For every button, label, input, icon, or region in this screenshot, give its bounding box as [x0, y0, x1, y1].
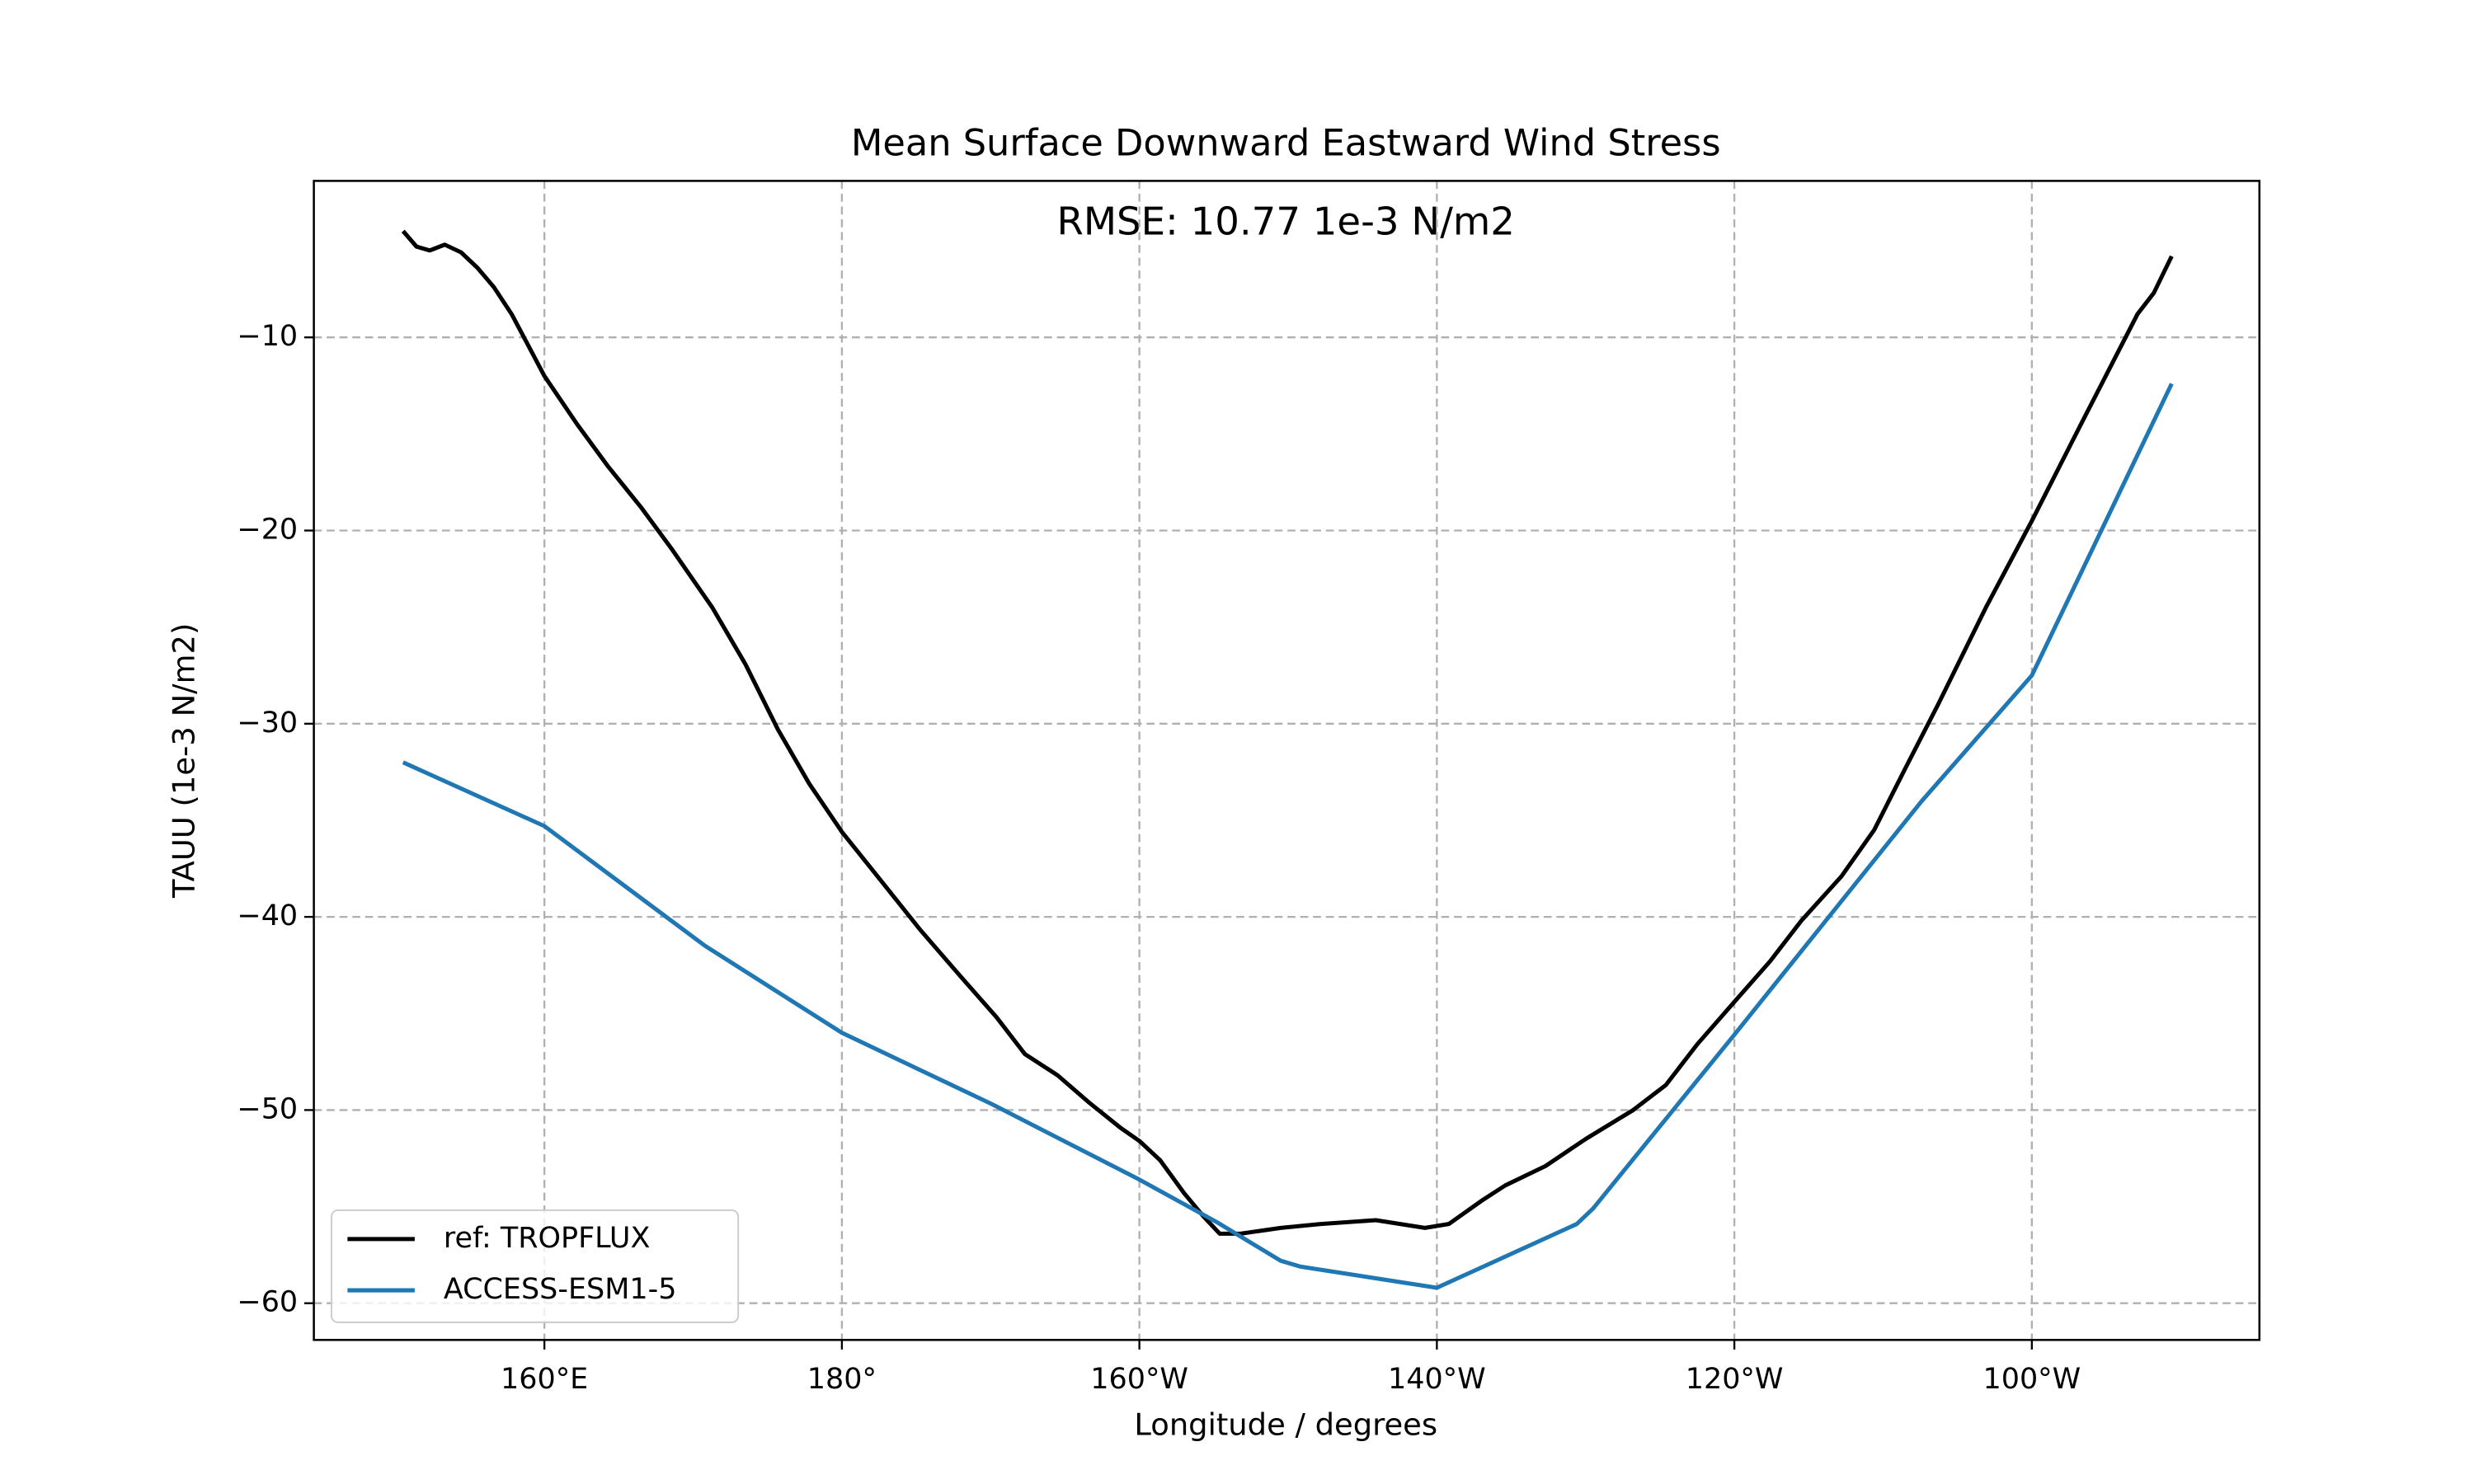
plot-frame	[313, 180, 2261, 1341]
legend-box	[330, 1209, 740, 1323]
legend-label: ACCESS-ESM1-5	[444, 1273, 677, 1306]
line-series	[401, 229, 2174, 1236]
y-axis-label: TAUU (1e-3 N/m2)	[167, 623, 202, 899]
legend: ref: TROPFLUX ACCESS-ESM1-5	[330, 1209, 740, 1323]
x-tick-label: 100°W	[1982, 1363, 2081, 1396]
y-tick-label: −60	[237, 1286, 298, 1319]
x-axis-label: Longitude / degrees	[1134, 1407, 1437, 1443]
y-tick-label: −30	[237, 707, 298, 740]
annotation: RMSE: 10.77 1e-3 N/m2	[1056, 199, 1514, 243]
x-tick-label: 140°W	[1388, 1363, 1486, 1396]
x-tick-label: 120°W	[1686, 1363, 1784, 1396]
y-tick-label: −10	[237, 320, 298, 353]
y-tick-label: −50	[237, 1092, 298, 1125]
x-tick-label: 160°W	[1090, 1363, 1188, 1396]
chart-title: Mean Surface Downward Eastward Wind Stre…	[851, 122, 1721, 165]
line-series	[402, 383, 2174, 1290]
y-tick-label: −20	[237, 514, 298, 547]
y-tick-label: −40	[237, 899, 298, 932]
x-tick-label: 160°E	[501, 1363, 588, 1396]
legend-label: ref: TROPFLUX	[444, 1222, 651, 1255]
x-tick-label: 180°	[807, 1363, 877, 1396]
